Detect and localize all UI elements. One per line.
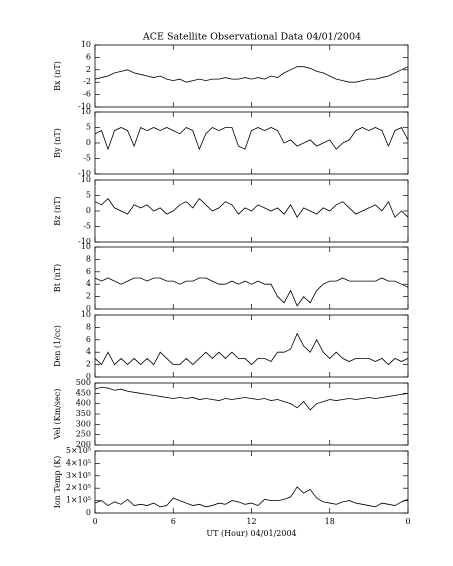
- x-axis-label: UT (Hour) 04/01/2004: [206, 529, 296, 538]
- y-tick-label: -10: [78, 102, 91, 111]
- y-axis-label: Den (1/cc): [53, 325, 62, 367]
- y-tick-label: 5: [86, 191, 91, 200]
- data-line: [94, 386, 409, 411]
- y-tick-label: 3×10⁵: [66, 471, 91, 480]
- y-tick-label: 250: [76, 430, 91, 439]
- panel-frame: [94, 111, 409, 175]
- y-tick-label: 2: [86, 65, 91, 74]
- y-tick-label: -5: [83, 222, 91, 231]
- panel-frame: [94, 246, 409, 310]
- panel-frame: [94, 44, 409, 108]
- data-line: [94, 197, 409, 218]
- data-line: [94, 332, 409, 366]
- x-tick-label: 0: [405, 517, 410, 526]
- y-axis-label: Vel (Km/sec): [53, 389, 62, 441]
- y-tick-label: 10: [81, 175, 91, 184]
- x-tick-label: 6: [171, 517, 176, 526]
- y-axis-label: Bx (nT): [53, 61, 62, 91]
- y-tick-label: -2: [83, 77, 91, 86]
- y-axis-label: Ion Temp (K): [53, 456, 62, 509]
- y-tick-label: 6: [86, 52, 91, 61]
- x-tick-label: 18: [325, 517, 335, 526]
- panel-frame: [94, 382, 409, 446]
- data-line: [94, 277, 409, 307]
- y-tick-label: 2: [86, 292, 91, 301]
- y-tick-label: 0: [86, 372, 91, 381]
- y-tick-label: 1×10⁵: [66, 496, 91, 505]
- y-tick-label: 0: [86, 206, 91, 215]
- y-tick-label: 400: [76, 399, 91, 408]
- y-tick-label: 6: [86, 267, 91, 276]
- y-tick-label: 10: [81, 310, 91, 319]
- y-tick-label: -10: [78, 169, 91, 178]
- y-tick-label: 0: [86, 138, 91, 147]
- data-line: [94, 126, 409, 151]
- y-tick-label: 10: [81, 40, 91, 49]
- y-tick-label: -5: [83, 154, 91, 163]
- y-axis-label: By (nT): [53, 128, 62, 158]
- y-tick-label: 4: [86, 279, 91, 288]
- y-tick-label: 200: [76, 440, 91, 449]
- y-tick-label: 8: [86, 254, 91, 263]
- y-axis-label: Bz (nT): [53, 196, 62, 225]
- data-line: [94, 486, 409, 508]
- y-tick-label: 0: [86, 304, 91, 313]
- y-tick-label: 4: [86, 347, 91, 356]
- y-axis-label: Bt (nT): [53, 264, 62, 292]
- x-tick-label: 0: [92, 517, 97, 526]
- data-line: [94, 66, 409, 83]
- y-tick-label: 6: [86, 335, 91, 344]
- y-tick-label: 10: [81, 107, 91, 116]
- y-tick-label: 0: [86, 508, 91, 517]
- y-tick-label: 8: [86, 322, 91, 331]
- panel-frame: [94, 314, 409, 378]
- y-tick-label: 5: [86, 123, 91, 132]
- y-tick-label: 2×10⁵: [66, 483, 91, 492]
- y-tick-label: 2: [86, 360, 91, 369]
- x-tick-label: 12: [246, 517, 256, 526]
- y-tick-label: 500: [76, 378, 91, 387]
- y-tick-label: -6: [83, 90, 91, 99]
- y-tick-label: 10: [81, 242, 91, 251]
- chart-title: ACE Satellite Observational Data 04/01/2…: [142, 32, 361, 43]
- y-tick-label: 5×10⁵: [66, 446, 91, 455]
- y-tick-label: 4×10⁵: [66, 458, 91, 467]
- y-tick-label: 300: [76, 419, 91, 428]
- y-tick-label: 450: [76, 388, 91, 397]
- y-tick-label: -10: [78, 237, 91, 246]
- y-tick-label: 350: [76, 409, 91, 418]
